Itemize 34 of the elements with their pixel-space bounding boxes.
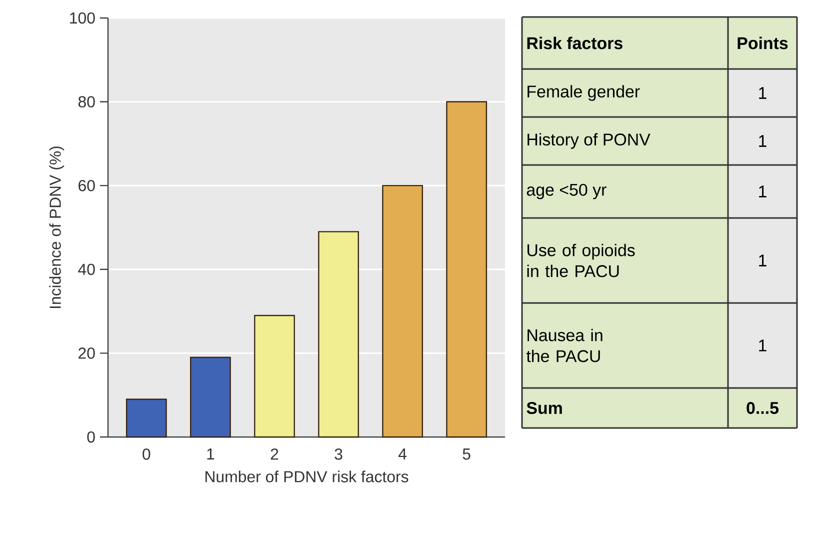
bar (126, 398, 167, 438)
x-tick-label: 5 (462, 448, 470, 460)
category-label: History of PONV (528, 133, 650, 149)
y-tick-label: 0 (87, 431, 95, 443)
x-tick-label: 3 (334, 448, 342, 460)
category-label: Female gender (528, 85, 640, 101)
text: Risk factors (527, 36, 622, 50)
bar (254, 314, 295, 438)
text: Sum (526, 402, 562, 414)
y-tick-label: 40 (78, 264, 95, 276)
x-tick-label: 4 (398, 448, 407, 460)
data-label: 1 (759, 254, 766, 266)
y-tick-label: 100 (70, 12, 95, 24)
bar (318, 231, 359, 438)
x-tick-label: 0 (142, 448, 150, 460)
y-axis-title: Incidence of PDNV (%) (49, 146, 64, 308)
bar (446, 101, 488, 438)
y-tick-label: 20 (78, 348, 95, 359)
x-tick-label: 1 (207, 448, 214, 460)
text: Points (738, 36, 788, 50)
x-tick-label: 2 (270, 448, 278, 460)
category-label: Use of opioids in the PACU (527, 244, 635, 278)
data-label: 1 (759, 135, 766, 147)
text: 0...5 (746, 402, 779, 414)
data-label: 1 (759, 87, 766, 99)
x-axis-title: Number of PDNV risk factors (206, 470, 408, 482)
category-label: age <50 yr (526, 184, 606, 200)
bar (190, 356, 231, 438)
bar (382, 184, 424, 438)
y-tick-label: 80 (78, 96, 95, 108)
data-label: 1 (759, 186, 766, 198)
category-label: Nausea in the PACU (526, 328, 602, 362)
y-tick-label: 60 (78, 180, 95, 192)
data-label: 1 (759, 340, 766, 352)
